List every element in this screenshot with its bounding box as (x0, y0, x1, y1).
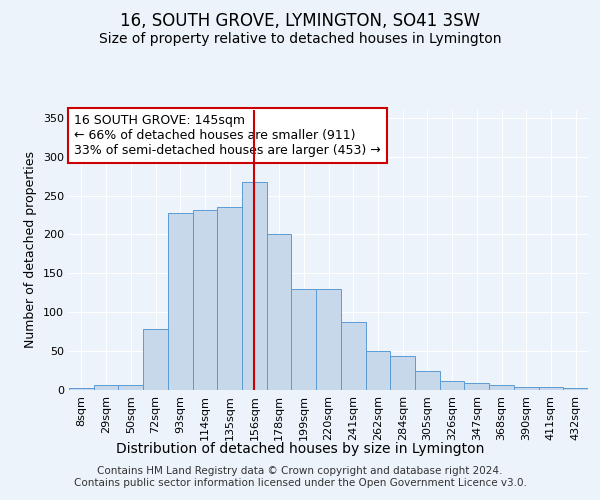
Bar (168, 214, 193, 390)
Bar (193, 210, 217, 390)
Bar (415, 370, 440, 390)
Bar (464, 383, 489, 390)
Bar (489, 384, 514, 390)
Bar (390, 356, 415, 390)
Bar (94, 384, 118, 390)
Bar (539, 387, 563, 390)
Bar (514, 387, 539, 390)
Bar (292, 289, 316, 390)
Bar (118, 384, 143, 390)
Bar (242, 182, 267, 390)
Bar (341, 322, 365, 390)
Text: Size of property relative to detached houses in Lymington: Size of property relative to detached ho… (99, 32, 501, 46)
Bar (365, 351, 390, 390)
Bar (143, 330, 168, 390)
Bar (563, 388, 588, 390)
Y-axis label: Number of detached properties: Number of detached properties (25, 152, 37, 348)
Bar (69, 388, 94, 390)
Text: 16, SOUTH GROVE, LYMINGTON, SO41 3SW: 16, SOUTH GROVE, LYMINGTON, SO41 3SW (120, 12, 480, 30)
Bar (267, 234, 292, 390)
Text: Contains HM Land Registry data © Crown copyright and database right 2024.
Contai: Contains HM Land Registry data © Crown c… (74, 466, 526, 487)
Text: 16 SOUTH GROVE: 145sqm
← 66% of detached houses are smaller (911)
33% of semi-de: 16 SOUTH GROVE: 145sqm ← 66% of detached… (74, 114, 381, 157)
Text: Distribution of detached houses by size in Lymington: Distribution of detached houses by size … (116, 442, 484, 456)
Bar (440, 380, 464, 390)
Bar (217, 207, 242, 390)
Bar (316, 289, 341, 390)
